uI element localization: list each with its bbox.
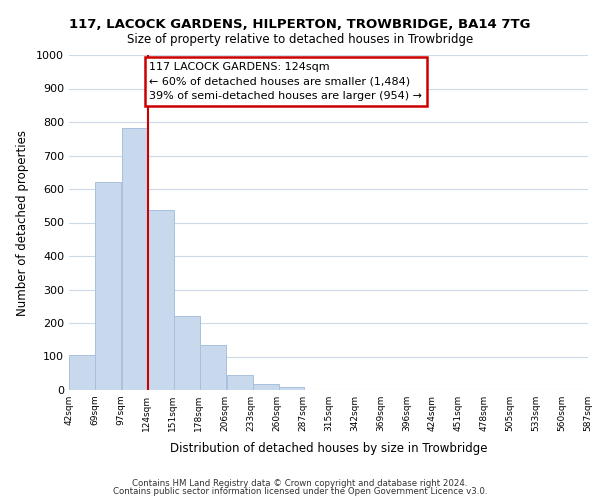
- Text: Contains HM Land Registry data © Crown copyright and database right 2024.: Contains HM Land Registry data © Crown c…: [132, 478, 468, 488]
- Text: Size of property relative to detached houses in Trowbridge: Size of property relative to detached ho…: [127, 32, 473, 46]
- Bar: [122, 128, 148, 390]
- Bar: [148, 210, 174, 390]
- Bar: [95, 182, 121, 390]
- Text: 117, LACOCK GARDENS, HILPERTON, TROWBRIDGE, BA14 7TG: 117, LACOCK GARDENS, HILPERTON, TROWBRID…: [69, 18, 531, 30]
- X-axis label: Distribution of detached houses by size in Trowbridge: Distribution of detached houses by size …: [170, 442, 487, 456]
- Bar: [227, 376, 253, 390]
- Text: 117 LACOCK GARDENS: 124sqm
← 60% of detached houses are smaller (1,484)
39% of s: 117 LACOCK GARDENS: 124sqm ← 60% of deta…: [149, 62, 422, 102]
- Bar: [278, 386, 304, 390]
- Bar: [200, 346, 226, 390]
- Bar: [69, 356, 95, 390]
- Bar: [253, 384, 278, 390]
- Bar: [174, 316, 200, 390]
- Text: Contains public sector information licensed under the Open Government Licence v3: Contains public sector information licen…: [113, 487, 487, 496]
- Y-axis label: Number of detached properties: Number of detached properties: [16, 130, 29, 316]
